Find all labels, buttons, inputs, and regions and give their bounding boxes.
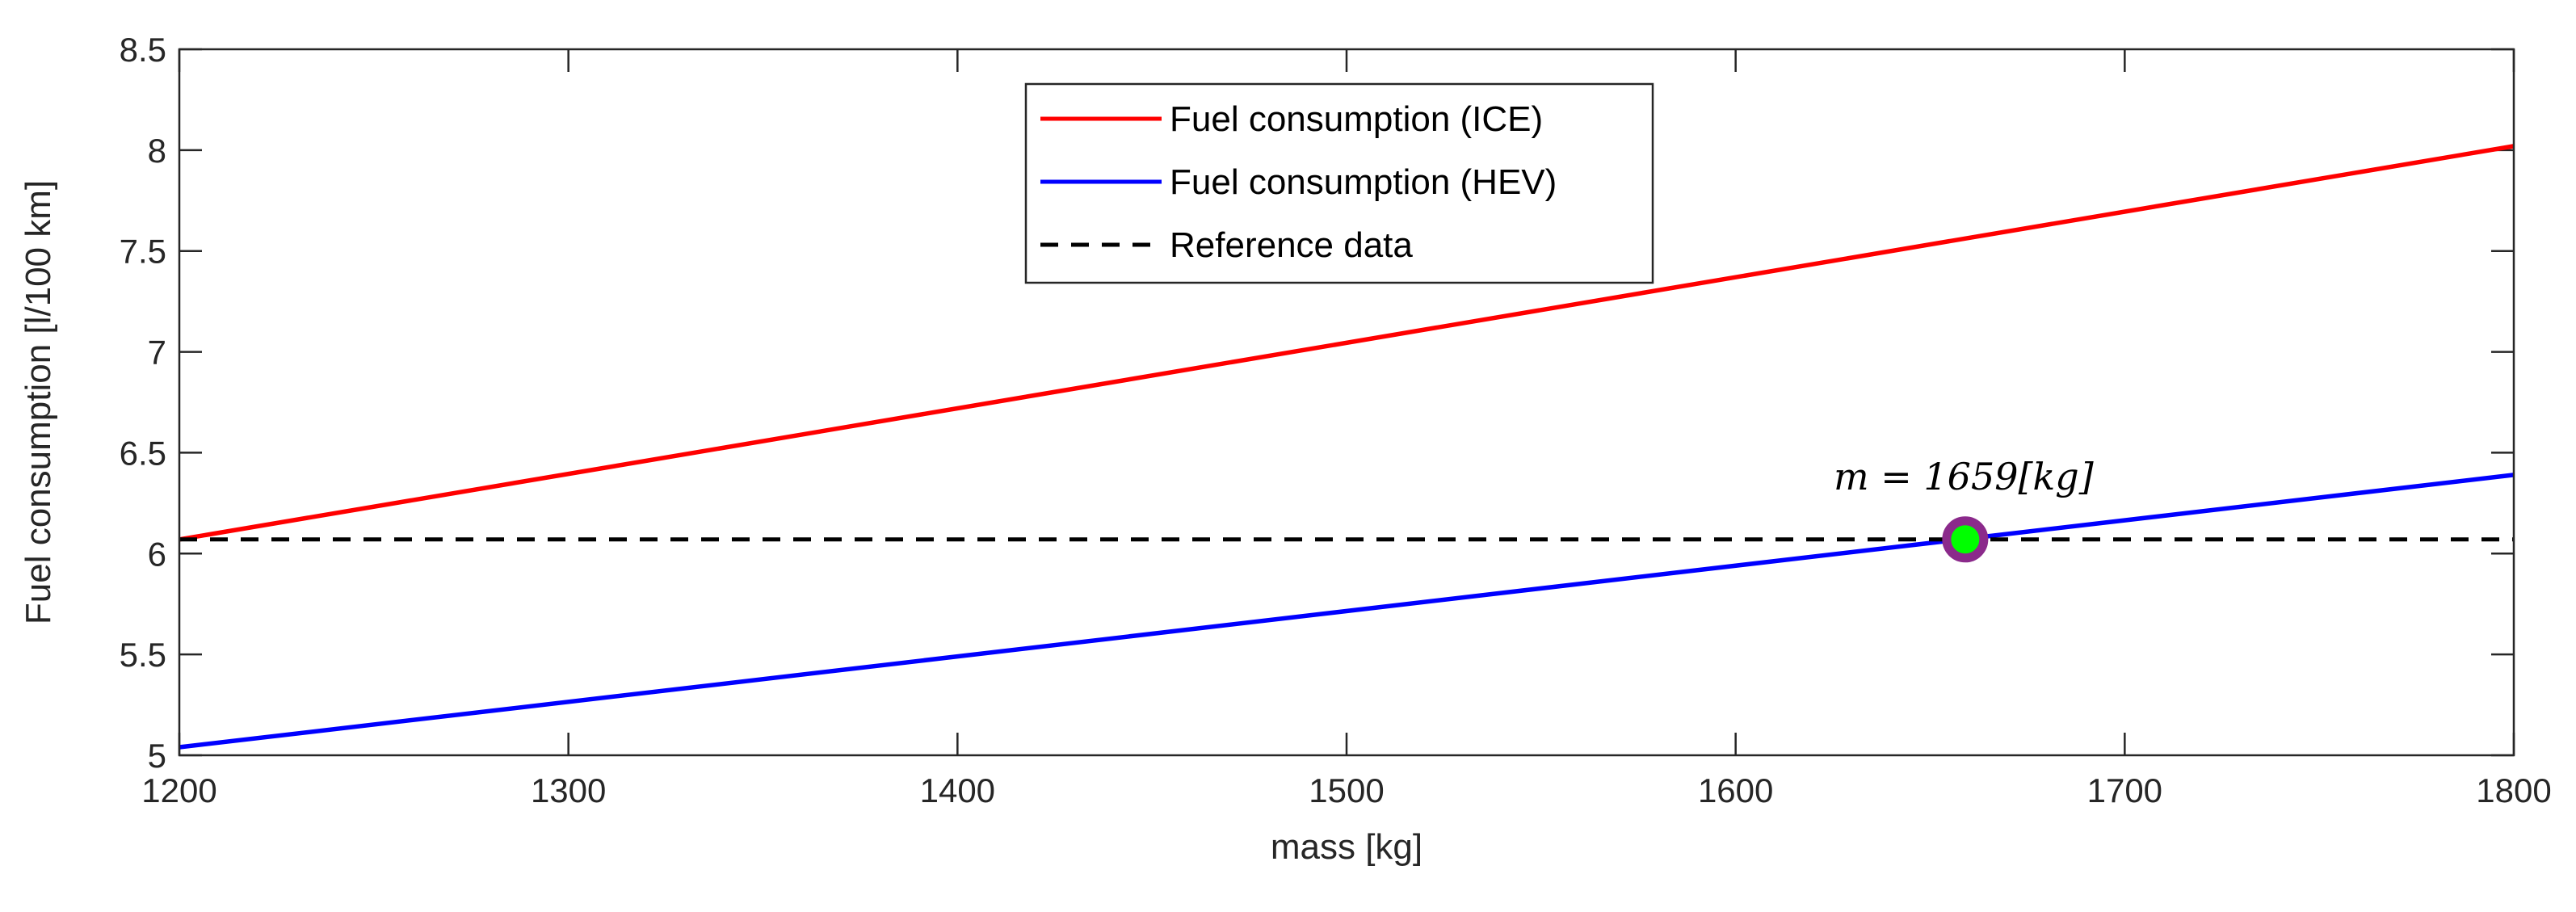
series-line-1 (179, 473, 2515, 750)
y-tick-label: 7 (148, 334, 166, 372)
y-tick-label: 8 (148, 132, 166, 170)
legend: Fuel consumption (ICE) Fuel consumption (… (1024, 82, 1654, 284)
marker-layer (1942, 516, 1989, 563)
y-tick-label: 6.5 (120, 434, 166, 472)
x-tick-label: 1700 (2087, 771, 2162, 809)
y-tick-label: 6 (148, 535, 166, 573)
legend-label-0: Fuel consumption (ICE) (1170, 99, 1543, 139)
legend-label-1: Fuel consumption (HEV) (1170, 162, 1557, 202)
intersection-annotation: m = 1659[kg] (1834, 455, 2094, 498)
x-tick-label: 1800 (2476, 771, 2551, 809)
x-tick-label: 1200 (141, 771, 216, 809)
x-tick-label: 1600 (1698, 771, 1773, 809)
x-axis: 1200 1300 1400 1500 1600 1700 1800 (141, 49, 2552, 809)
y-tick-label: 5.5 (120, 636, 166, 674)
legend-label-2: Reference data (1170, 225, 1413, 265)
y-tick-label: 5 (148, 737, 166, 775)
x-tick-label: 1400 (920, 771, 995, 809)
series-layer (179, 144, 2515, 750)
series-line-0 (179, 144, 2515, 542)
x-tick-label: 1300 (531, 771, 606, 809)
y-tick-label: 8.5 (120, 31, 166, 69)
y-tick-label: 7.5 (120, 233, 166, 271)
x-axis-title: mass [kg] (1271, 827, 1422, 867)
y-axis-title: Fuel consumption [l/100 km] (19, 180, 58, 624)
intersection-marker (1942, 516, 1989, 563)
plot-frame (178, 48, 2515, 757)
x-tick-label: 1500 (1309, 771, 1384, 809)
